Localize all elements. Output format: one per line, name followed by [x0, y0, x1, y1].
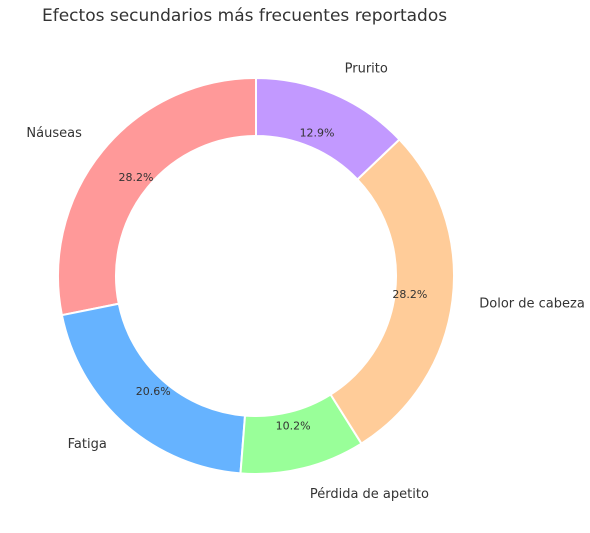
labels-group: 28.2% Náuseas 20.6% Fatiga 10.2% Pérdida de a…: [26, 62, 584, 502]
slice-nauseas: [57, 76, 257, 317]
pct-label-prurito: 12.9%: [300, 127, 335, 140]
category-label-fatiga: Fatiga: [68, 437, 107, 452]
category-label-perdida-de-apetito: Pérdida de apetito: [310, 487, 429, 502]
category-label-dolor-de-cabeza: Dolor de cabeza: [479, 296, 585, 311]
category-label-nauseas: Náuseas: [26, 126, 82, 141]
pct-label-perdida-de-apetito: 10.2%: [276, 419, 311, 432]
category-label-prurito: Prurito: [345, 62, 388, 77]
slices-group: [57, 76, 455, 475]
pct-label-nauseas: 28.2%: [119, 171, 154, 184]
slice-prurito: [255, 76, 401, 181]
pct-label-fatiga: 20.6%: [136, 385, 171, 398]
chart-title: Efectos secundarios más frecuentes repor…: [42, 6, 448, 26]
pct-label-dolor-de-cabeza: 28.2%: [392, 288, 427, 301]
